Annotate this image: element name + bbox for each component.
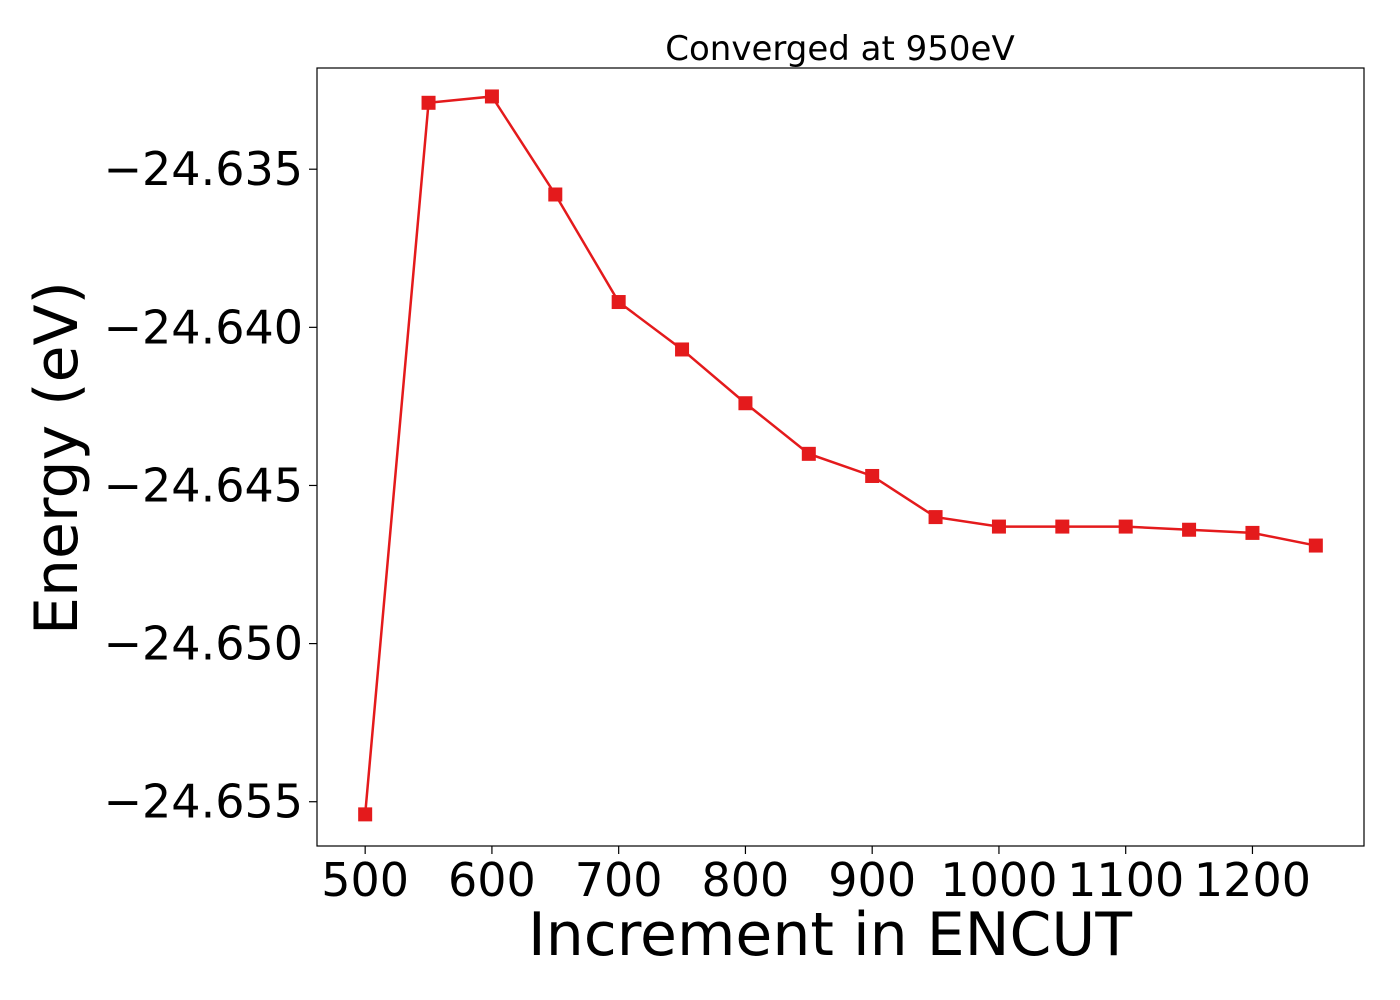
data-point-marker — [1182, 522, 1197, 537]
data-point-marker — [1245, 525, 1260, 540]
x-axis-label: Increment in ENCUT — [528, 900, 1132, 970]
data-point-marker — [928, 510, 943, 525]
y-tick-label: −24.645 — [104, 458, 304, 512]
x-tick-label: 800 — [702, 853, 790, 907]
series-layer — [358, 89, 1323, 822]
x-tick-label: 500 — [321, 853, 409, 907]
y-axis: −24.635 −24.640 −24.645 −24.650 −24.655 — [104, 142, 317, 829]
x-tick-label: 700 — [575, 853, 663, 907]
x-tick-label: 600 — [448, 853, 536, 907]
chart-title: Converged at 950eV — [665, 29, 1014, 69]
y-tick-label: −24.655 — [104, 775, 304, 829]
series-line — [363, 95, 1317, 815]
data-point-marker — [1118, 519, 1133, 534]
data-point-marker — [358, 807, 373, 822]
y-tick-label: −24.640 — [104, 300, 304, 354]
data-point-marker — [865, 468, 880, 483]
data-point-marker — [611, 295, 626, 310]
data-point-marker — [421, 95, 436, 110]
x-tick-label: 1200 — [1194, 853, 1311, 907]
plot-frame — [316, 67, 1365, 847]
data-point-marker — [484, 89, 499, 104]
data-point-marker — [801, 446, 816, 461]
data-point-marker — [738, 396, 753, 411]
y-tick-label: −24.635 — [104, 142, 304, 196]
x-axis: 500 600 700 800 900 1000 1100 1200 — [321, 846, 1311, 907]
y-axis-label: Energy (eV) — [22, 281, 92, 635]
data-point-marker — [548, 187, 563, 202]
x-tick-label: 1100 — [1067, 853, 1184, 907]
y-tick-label: −24.650 — [104, 617, 304, 671]
data-point-marker — [991, 519, 1006, 534]
data-point-marker — [1308, 538, 1323, 553]
data-point-marker — [1055, 519, 1070, 534]
x-tick-label: 1000 — [940, 853, 1057, 907]
data-point-marker — [675, 342, 690, 357]
x-tick-label: 900 — [828, 853, 916, 907]
